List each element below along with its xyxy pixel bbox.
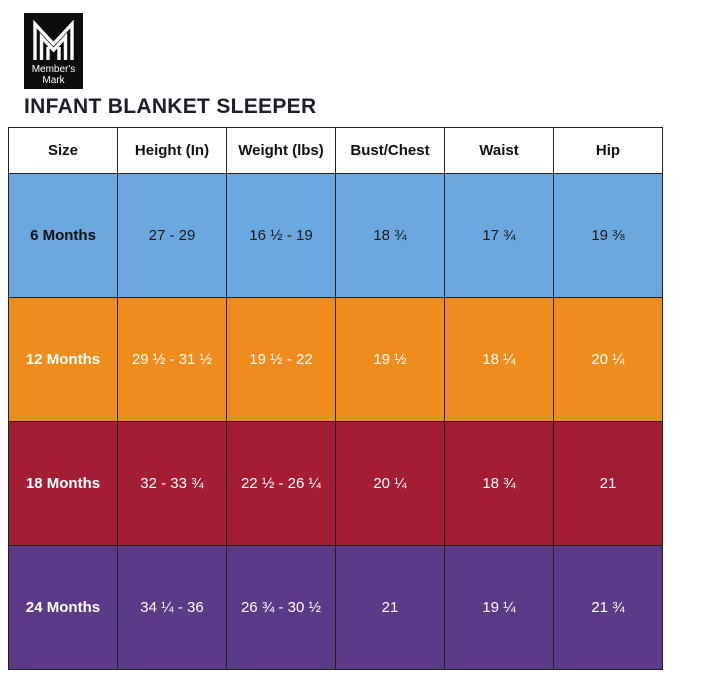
height-cell: 34 ¼ - 36 <box>117 545 227 670</box>
waist-cell: 17 ¾ <box>444 173 554 298</box>
weight-cell: 16 ½ - 19 <box>226 173 336 298</box>
size-cell: 6 Months <box>8 173 118 298</box>
header-waist: Waist <box>444 127 554 174</box>
height-cell: 27 - 29 <box>117 173 227 298</box>
logo-text-line2: Mark <box>42 75 65 86</box>
weight-cell: 19 ½ - 22 <box>226 297 336 422</box>
header-bust-chest: Bust/Chest <box>335 127 445 174</box>
table-row: 6 Months 27 - 29 16 ½ - 19 18 ¾ 17 ¾ 19 … <box>8 173 663 298</box>
height-cell: 32 - 33 ¾ <box>117 421 227 546</box>
waist-cell: 18 ¼ <box>444 297 554 422</box>
table-header-row: Size Height (In) Weight (lbs) Bust/Chest… <box>8 127 663 174</box>
table-row: 24 Months 34 ¼ - 36 26 ¾ - 30 ½ 21 19 ¼ … <box>8 545 663 670</box>
waist-cell: 18 ¾ <box>444 421 554 546</box>
size-chart-table: Size Height (In) Weight (lbs) Bust/Chest… <box>8 127 663 670</box>
header-weight: Weight (lbs) <box>226 127 336 174</box>
header-hip: Hip <box>553 127 663 174</box>
header-height: Height (In) <box>117 127 227 174</box>
members-mark-logo-icon <box>33 20 74 60</box>
size-cell: 12 Months <box>8 297 118 422</box>
height-cell: 29 ½ - 31 ½ <box>117 297 227 422</box>
hip-cell: 21 <box>553 421 663 546</box>
bust-chest-cell: 18 ¾ <box>335 173 445 298</box>
logo-text-line1: Member's <box>31 64 76 75</box>
bust-chest-cell: 21 <box>335 545 445 670</box>
table-row: 18 Months 32 - 33 ¾ 22 ½ - 26 ¼ 20 ¼ 18 … <box>8 421 663 546</box>
size-cell: 18 Months <box>8 421 118 546</box>
bust-chest-cell: 19 ½ <box>335 297 445 422</box>
header-size: Size <box>8 127 118 174</box>
weight-cell: 22 ½ - 26 ¼ <box>226 421 336 546</box>
weight-cell: 26 ¾ - 30 ½ <box>226 545 336 670</box>
chart-title: INFANT BLANKET SLEEPER <box>24 95 317 118</box>
bust-chest-cell: 20 ¼ <box>335 421 445 546</box>
waist-cell: 19 ¼ <box>444 545 554 670</box>
brand-logo: Member's Mark <box>24 13 83 89</box>
size-cell: 24 Months <box>8 545 118 670</box>
hip-cell: 21 ¾ <box>553 545 663 670</box>
hip-cell: 20 ¼ <box>553 297 663 422</box>
hip-cell: 19 ⅜ <box>553 173 663 298</box>
table-row: 12 Months 29 ½ - 31 ½ 19 ½ - 22 19 ½ 18 … <box>8 297 663 422</box>
